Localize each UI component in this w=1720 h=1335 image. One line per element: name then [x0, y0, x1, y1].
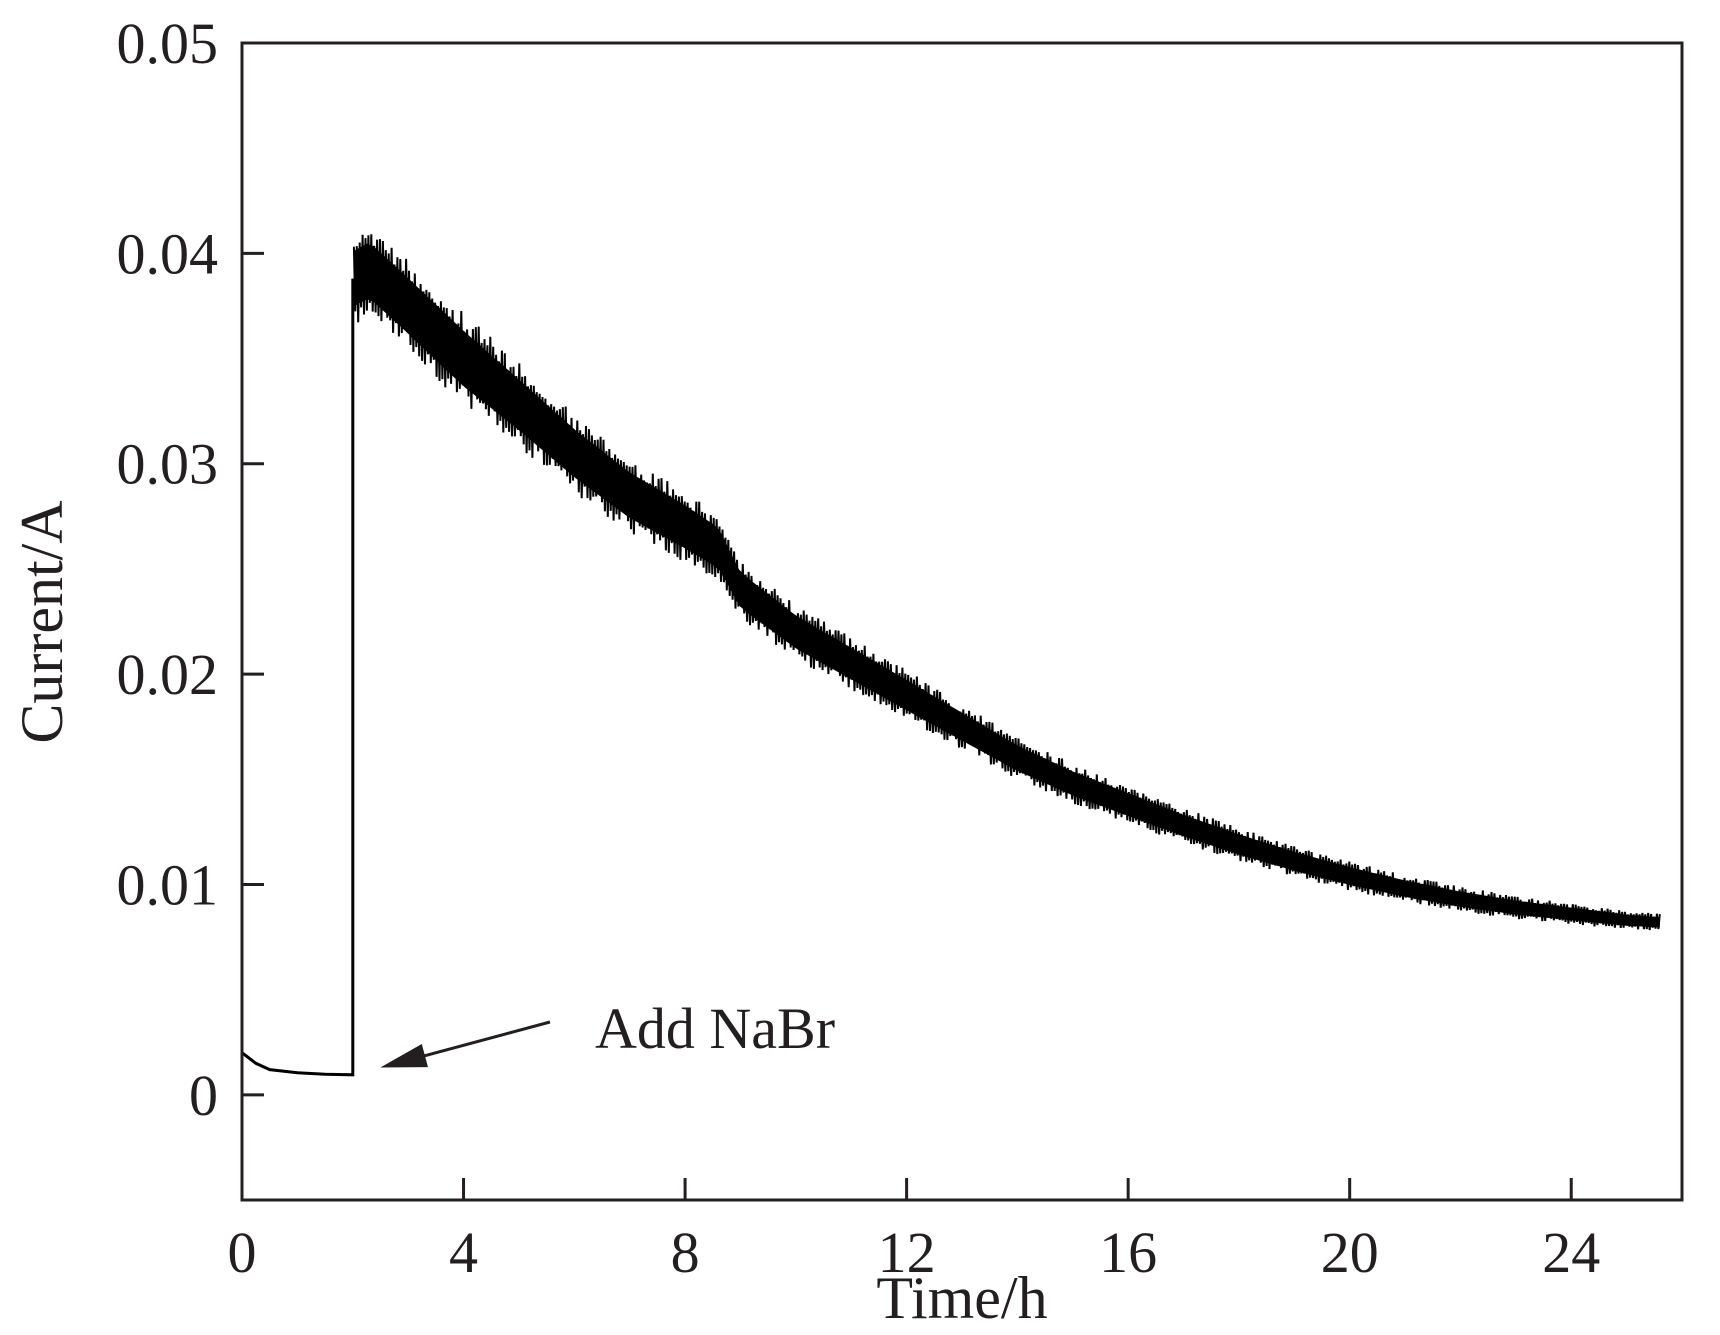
x-tick-label: 0: [228, 1220, 257, 1285]
x-axis-ticks: 0 4 8 12 16 20 24: [228, 1178, 1600, 1285]
series-noise: [352, 234, 1661, 931]
plot-data: [241, 234, 1661, 1077]
x-tick-label: 4: [449, 1220, 478, 1285]
y-axis-title: Current/A: [9, 500, 75, 743]
y-tick-label: 0.01: [117, 852, 219, 917]
x-tick-label: 16: [1099, 1220, 1157, 1285]
annotation: Add NaBr: [380, 996, 835, 1068]
annotation-label: Add NaBr: [595, 996, 835, 1061]
series-band: [353, 243, 1660, 928]
y-tick-label: 0.05: [117, 11, 219, 76]
y-tick-label: 0.03: [117, 432, 219, 497]
y-tick-label: 0: [189, 1063, 218, 1128]
series-line: [241, 278, 355, 1077]
y-axis-ticks: 0 0.01 0.02 0.03 0.04 0.05: [117, 11, 264, 1128]
x-tick-label: 12: [878, 1220, 936, 1285]
plot-frame: [240, 41, 1684, 1202]
y-tick-label: 0.04: [117, 221, 219, 286]
x-tick-label: 8: [671, 1220, 700, 1285]
x-tick-label: 20: [1321, 1220, 1379, 1285]
x-tick-label: 24: [1542, 1220, 1600, 1285]
x-axis-title: Time/h: [876, 1265, 1047, 1331]
annotation-arrow-head: [380, 1043, 428, 1068]
y-tick-label: 0.02: [117, 642, 219, 707]
